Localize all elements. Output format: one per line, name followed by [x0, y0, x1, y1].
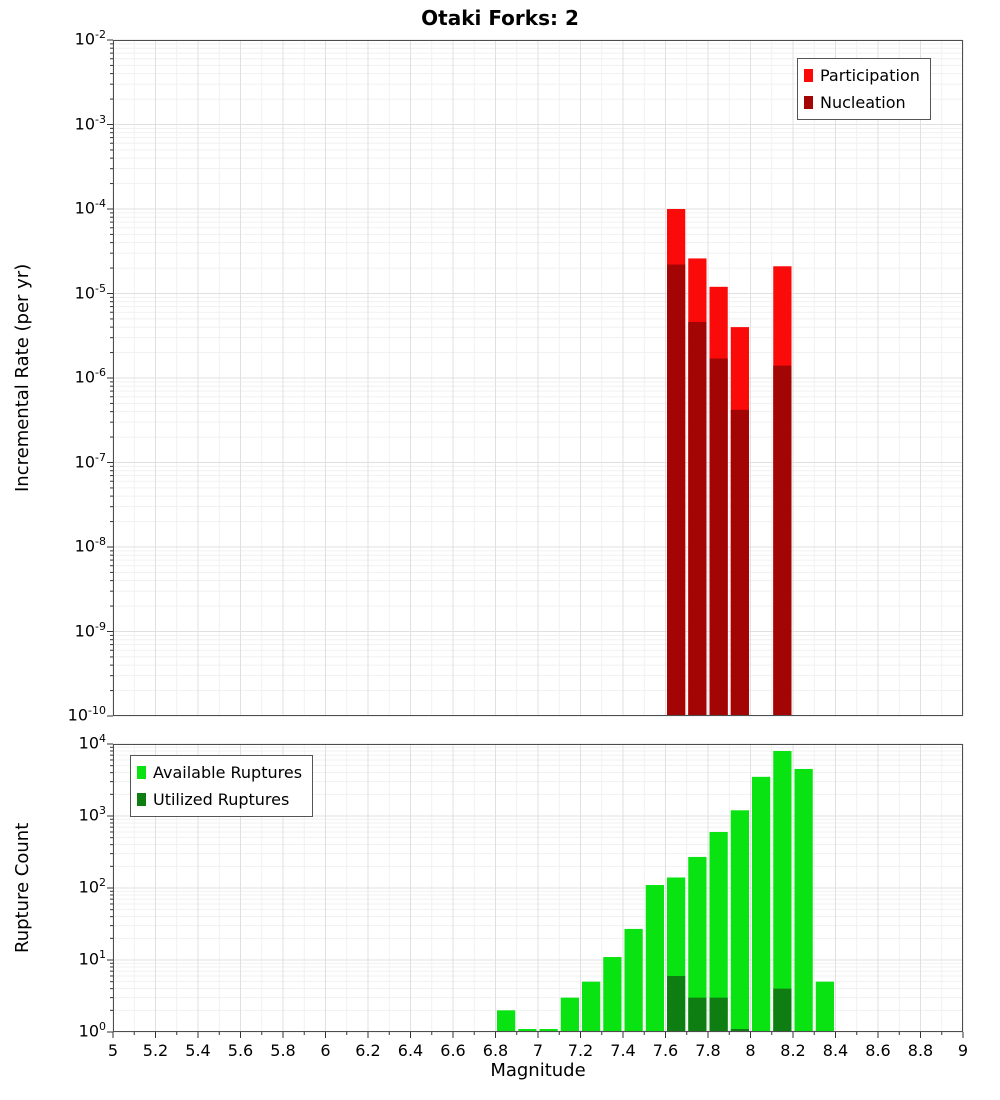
bar-available-ruptures: [518, 1029, 537, 1032]
x-tick-label: 8: [745, 1041, 756, 1060]
x-tick-label: 7.4: [610, 1041, 636, 1060]
legend-entry-nucleation: Nucleation: [804, 89, 920, 116]
legend-label-available-ruptures: Available Ruptures: [153, 763, 303, 782]
bar-nucleation: [709, 358, 728, 716]
x-tick-label: 6.8: [482, 1041, 509, 1060]
bar-available-ruptures: [624, 928, 643, 1032]
x-tick-label: 5.6: [227, 1041, 254, 1060]
y-tick-label: 10-8: [74, 535, 106, 556]
x-tick-label: 6.4: [397, 1041, 424, 1060]
bar-nucleation: [730, 409, 749, 716]
x-tick-label: 8.2: [780, 1041, 806, 1060]
plot-border: [113, 744, 963, 1032]
legend-rupture-count: Available Ruptures Utilized Ruptures: [130, 755, 314, 817]
utilized-ruptures-swatch-icon: [137, 793, 146, 806]
y-axis-title-incremental-rate: Incremental Rate (per yr): [12, 263, 33, 493]
bar-available-ruptures: [645, 885, 664, 1032]
y-tick-label: 101: [78, 948, 106, 969]
y-tick-label: 10-3: [74, 112, 106, 133]
bar-nucleation: [667, 264, 686, 716]
x-tick-label: 8.8: [907, 1041, 934, 1060]
nucleation-swatch-icon: [804, 96, 813, 109]
x-tick-label: 8.4: [822, 1041, 849, 1060]
bar-available-ruptures: [709, 831, 728, 1032]
x-tick-label: 5.8: [270, 1041, 296, 1060]
y-axis-title-rupture-count: Rupture Count: [12, 822, 33, 954]
bar-utilized-ruptures: [773, 988, 792, 1032]
y-tick-label: 102: [78, 876, 106, 897]
legend-label-participation: Participation: [820, 66, 920, 85]
bar-available-ruptures: [539, 1029, 558, 1032]
legend-label-nucleation: Nucleation: [820, 93, 906, 112]
bar-available-ruptures: [582, 981, 601, 1032]
y-tick-label: 10-4: [74, 197, 106, 218]
x-tick-label: 6.6: [440, 1041, 466, 1060]
bar-available-ruptures: [815, 981, 834, 1032]
participation-swatch-icon: [804, 69, 813, 82]
plot-border: [113, 40, 963, 716]
legend-label-utilized-ruptures: Utilized Ruptures: [153, 790, 290, 809]
bar-available-ruptures: [603, 957, 622, 1032]
x-tick-label: 7.6: [652, 1041, 679, 1060]
x-tick-label: 5.2: [142, 1041, 169, 1060]
x-tick-label: 7.2: [567, 1041, 594, 1060]
bar-available-ruptures: [688, 856, 707, 1032]
x-tick-label: 5: [107, 1041, 119, 1060]
x-tick-label: 6: [320, 1041, 331, 1060]
bar-available-ruptures: [560, 997, 579, 1032]
bar-available-ruptures: [794, 768, 813, 1032]
legend-entry-utilized-ruptures: Utilized Ruptures: [137, 786, 302, 813]
bar-nucleation: [773, 365, 792, 716]
incremental-rate-canvas: [107, 39, 964, 717]
bar-utilized-ruptures: [709, 997, 728, 1032]
y-tick-label: 10-6: [74, 366, 106, 387]
x-tick-label: 6.2: [355, 1041, 381, 1060]
bar-available-ruptures: [752, 776, 771, 1032]
x-tick-label: 8.6: [865, 1041, 891, 1060]
x-tick-label: 7: [532, 1041, 544, 1060]
available-ruptures-swatch-icon: [137, 766, 146, 779]
legend-entry-available-ruptures: Available Ruptures: [137, 759, 302, 786]
bar-utilized-ruptures: [667, 975, 686, 1032]
legend-entry-participation: Participation: [804, 62, 920, 89]
y-tick-label: 10-9: [74, 619, 106, 640]
chart-title: Otaki Forks: 2: [421, 6, 579, 30]
y-tick-label: 104: [78, 732, 106, 753]
bar-available-ruptures: [497, 1010, 516, 1032]
x-tick-label: 7.8: [695, 1041, 721, 1060]
bar-available-ruptures: [730, 810, 749, 1032]
y-tick-label: 10-2: [74, 28, 106, 49]
bar-available-ruptures: [773, 750, 792, 1032]
y-tick-label: 10-7: [74, 450, 106, 471]
bar-nucleation: [688, 321, 707, 716]
x-tick-label: 9: [957, 1041, 969, 1060]
legend-incremental-rate: Participation Nucleation: [797, 58, 931, 120]
incremental-rate-plot: [107, 39, 964, 717]
bar-utilized-ruptures: [730, 1029, 749, 1032]
x-tick-label: 5.4: [185, 1041, 211, 1060]
y-tick-label: 100: [78, 1020, 106, 1041]
y-tick-label: 10-10: [67, 704, 106, 725]
y-tick-label: 10-5: [74, 281, 106, 302]
bar-utilized-ruptures: [688, 997, 707, 1032]
x-axis-title-magnitude: Magnitude: [490, 1060, 586, 1081]
y-tick-label: 103: [78, 804, 106, 825]
